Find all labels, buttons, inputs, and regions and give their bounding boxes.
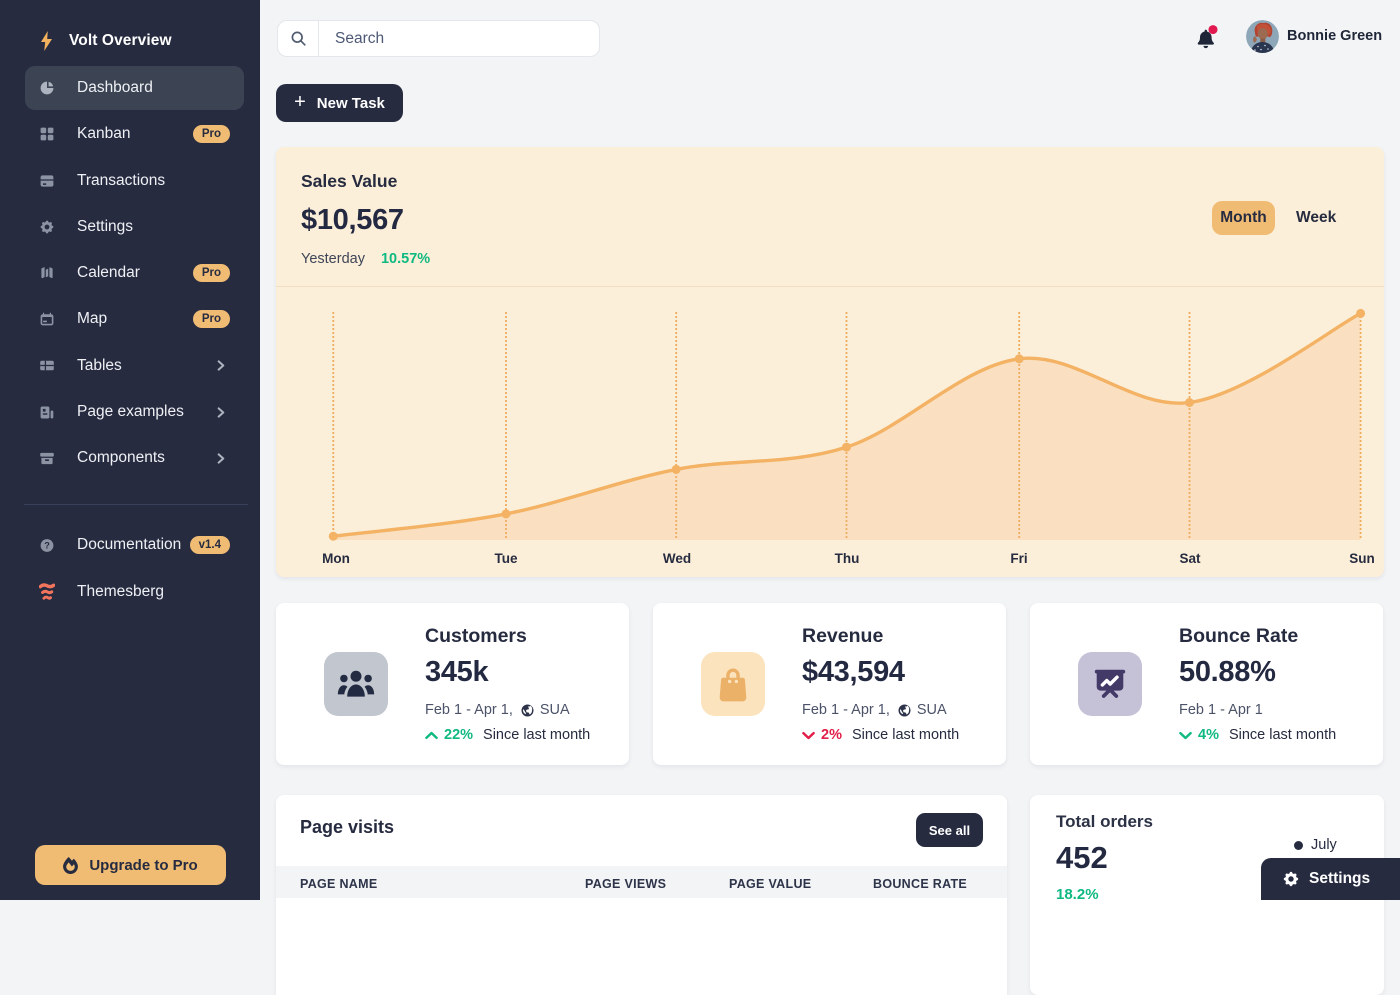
- svg-text:?: ?: [44, 540, 50, 550]
